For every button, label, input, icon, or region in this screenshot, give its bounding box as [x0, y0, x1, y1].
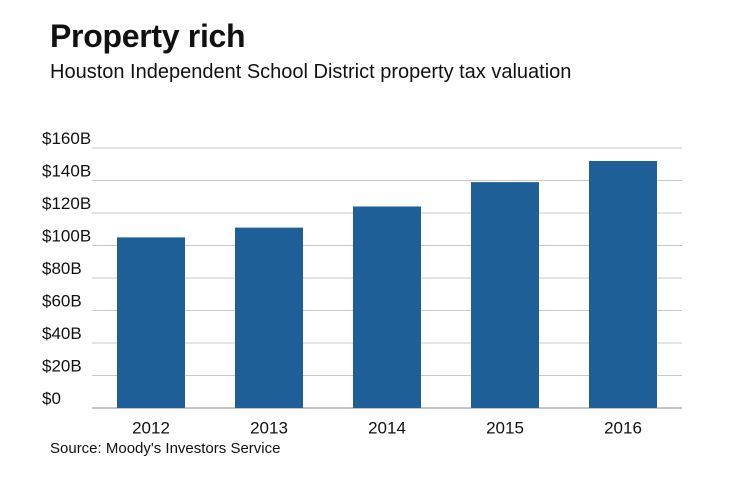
x-tick-label: 2014 — [368, 419, 406, 438]
y-tick-label: $20B — [42, 357, 82, 376]
bar-2014 — [353, 206, 421, 408]
bar-2015 — [471, 182, 539, 408]
bar-2012 — [117, 237, 185, 408]
chart-subtitle: Houston Independent School District prop… — [50, 61, 572, 83]
x-axis-tick-labels: 2012 2013 2014 2015 2016 — [132, 419, 642, 438]
y-tick-label: $40B — [42, 324, 82, 343]
y-tick-label: $100B — [42, 227, 91, 246]
y-tick-label: $160B — [42, 129, 91, 148]
x-tick-label: 2016 — [604, 419, 642, 438]
y-tick-label: $60B — [42, 292, 82, 311]
source-note: Source: Moody's Investors Service — [50, 440, 281, 457]
bars — [117, 161, 657, 408]
chart-title: Property rich — [50, 18, 246, 54]
y-tick-label: $0 — [42, 389, 61, 408]
y-axis-tick-labels: $0 $20B $40B $60B $80B $100B $120B $140B $160B — [42, 129, 91, 408]
x-tick-label: 2015 — [486, 419, 524, 438]
y-tick-label: $140B — [42, 162, 91, 181]
bar-2013 — [235, 227, 303, 408]
bar-2016 — [589, 161, 657, 408]
x-tick-label: 2013 — [250, 419, 288, 438]
x-tick-label: 2012 — [132, 419, 170, 438]
y-tick-label: $80B — [42, 259, 82, 278]
y-tick-label: $120B — [42, 194, 91, 213]
